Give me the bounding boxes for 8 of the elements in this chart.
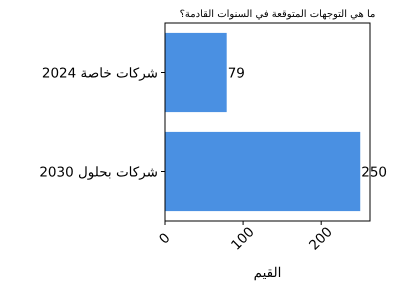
x-tick-label: 100 <box>228 224 258 254</box>
x-tick-label: 0 <box>156 230 174 248</box>
chart-title: ما هي التوجهات المتوقعة في السنوات القادمة؟ <box>180 9 376 20</box>
data-label: 79 <box>228 66 245 82</box>
x-tick-label: 200 <box>306 224 336 254</box>
y-tick-label: شركات خاصة 2024 <box>42 66 158 82</box>
y-tick-label: شركات بحلول 2030 <box>39 164 158 180</box>
x-axis-title: القيم <box>254 265 282 281</box>
